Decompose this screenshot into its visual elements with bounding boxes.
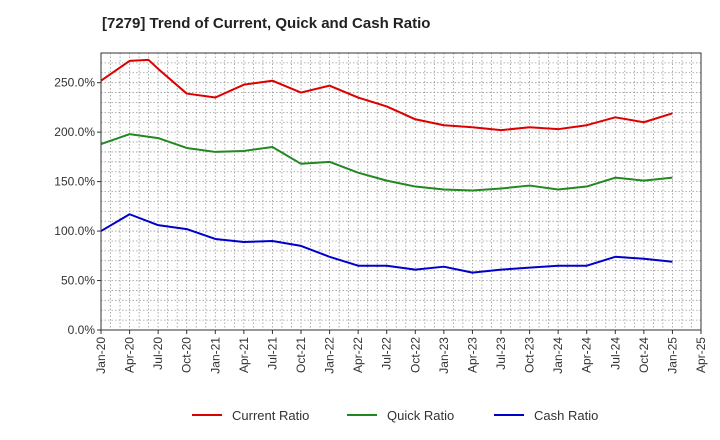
x-tick-label: Oct-21 xyxy=(294,337,308,373)
x-tick-label: Jul-22 xyxy=(380,337,394,370)
legend-label-cash-ratio: Cash Ratio xyxy=(534,408,598,423)
x-tick-label: Jan-22 xyxy=(323,337,337,374)
x-tick-label: Jul-23 xyxy=(494,337,508,370)
series-line-quick-ratio xyxy=(100,133,673,192)
legend-label-current-ratio: Current Ratio xyxy=(232,408,309,423)
plot-frame xyxy=(100,52,702,331)
x-tick-label: Jan-25 xyxy=(665,337,679,374)
x-tick-label: Oct-23 xyxy=(523,337,537,373)
x-tick-label: Apr-23 xyxy=(465,337,479,373)
x-tick-label: Apr-20 xyxy=(123,337,137,373)
x-tick-label: Jul-24 xyxy=(608,337,622,370)
x-tick-label: Jan-21 xyxy=(208,337,222,374)
y-tick-label: 50.0% xyxy=(61,274,95,288)
x-tick-label: Jul-20 xyxy=(151,337,165,370)
legend: Current Ratio Quick Ratio Cash Ratio xyxy=(192,408,598,423)
x-tick-label: Oct-24 xyxy=(637,337,651,373)
x-tick-label: Apr-24 xyxy=(580,337,594,373)
grid xyxy=(101,53,701,330)
y-tick-label: 0.0% xyxy=(68,323,96,337)
y-tick-label: 200.0% xyxy=(54,125,95,139)
x-tick-label: Jul-21 xyxy=(265,337,279,370)
chart-title: [7279] Trend of Current, Quick and Cash … xyxy=(102,15,430,32)
x-tick-label: Jan-23 xyxy=(437,337,451,374)
x-tick-label: Jan-20 xyxy=(94,337,108,374)
x-tick-label: Apr-21 xyxy=(237,337,251,373)
legend-label-quick-ratio: Quick Ratio xyxy=(387,408,454,423)
x-tick-label: Apr-22 xyxy=(351,337,365,373)
y-tick-label: 150.0% xyxy=(54,175,95,189)
series-line-current-ratio xyxy=(100,58,673,132)
x-tick-label: Jan-24 xyxy=(551,337,565,374)
x-tick-label: Oct-22 xyxy=(408,337,422,373)
y-axis: 0.0% 50.0% 100.0% 150.0% 200.0% 250.0% xyxy=(54,76,101,337)
x-tick-label: Oct-20 xyxy=(180,337,194,373)
series-layer xyxy=(100,58,673,274)
x-axis: Jan-20 Apr-20 Jul-20 Oct-20 Jan-21 Apr-21 Jul-… xyxy=(94,330,708,374)
x-tick-label: Apr-25 xyxy=(694,337,708,373)
series-line-cash-ratio xyxy=(100,213,673,274)
y-tick-label: 100.0% xyxy=(54,224,95,238)
y-tick-label: 250.0% xyxy=(54,76,95,90)
